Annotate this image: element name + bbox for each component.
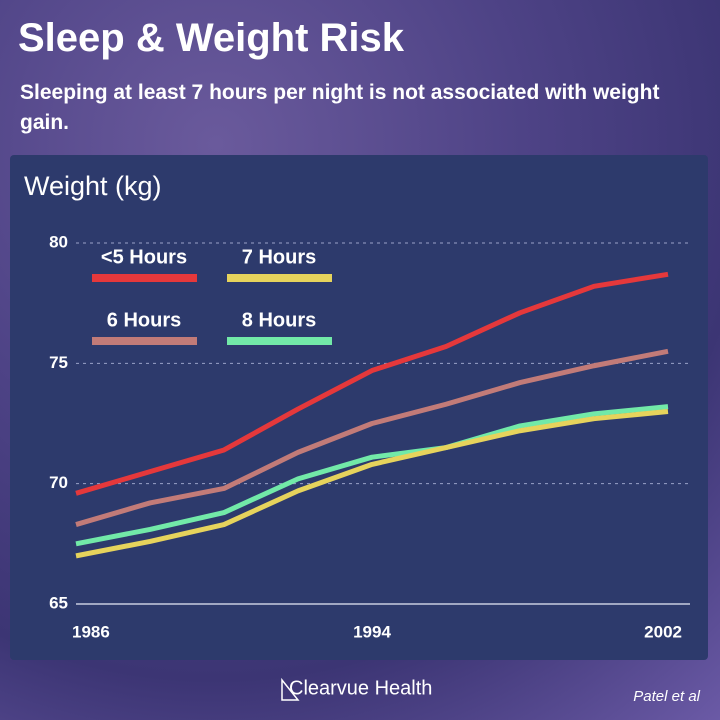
legend-swatch xyxy=(227,274,332,282)
line xyxy=(75,408,669,559)
legend-label: 7 Hours xyxy=(242,246,316,268)
x-tick-label: 1986 xyxy=(72,622,110,641)
x-tick-label: 1994 xyxy=(353,622,391,641)
legend-label: 8 Hours xyxy=(242,309,316,331)
subtitle: Sleeping at least 7 hours per night is n… xyxy=(20,81,660,134)
y-tick-label: 65 xyxy=(49,593,68,612)
brand-icon xyxy=(281,677,300,701)
line xyxy=(75,348,669,527)
y-tick-label: 70 xyxy=(49,473,68,492)
legend-swatch xyxy=(92,274,197,282)
source: Patel et al xyxy=(633,688,700,705)
y-tick-label: 80 xyxy=(49,232,68,251)
chart-panel xyxy=(10,155,708,660)
x-tick-label: 2002 xyxy=(644,622,682,641)
title: Sleep & Weight Risk xyxy=(18,16,405,60)
y-axis-label: Weight (kg) xyxy=(24,171,162,201)
legend-label: <5 Hours xyxy=(101,246,187,268)
legend-swatch xyxy=(92,337,197,345)
line xyxy=(75,271,669,496)
brand: Clearvue Health xyxy=(289,677,432,699)
legend-swatch xyxy=(227,337,332,345)
y-tick-label: 75 xyxy=(49,353,68,372)
legend-label: 6 Hours xyxy=(107,309,181,331)
line xyxy=(75,404,669,547)
